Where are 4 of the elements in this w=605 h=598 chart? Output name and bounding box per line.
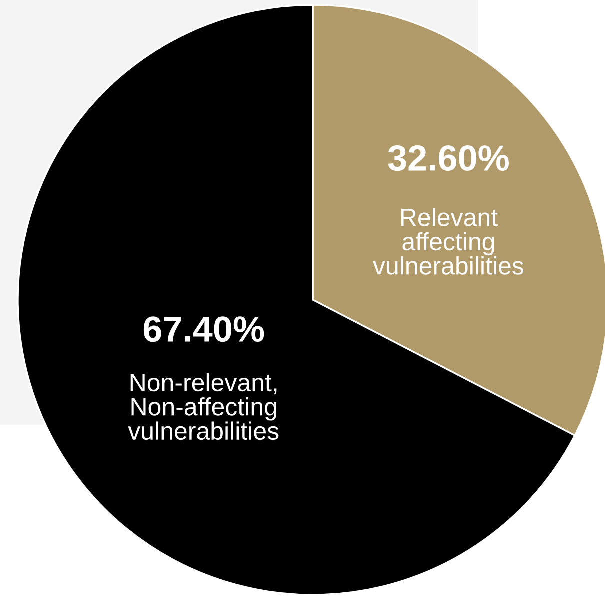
data-label: 67.40% [144, 316, 264, 342]
slice-label: Non-relevant, Non-affecting vulnerabilities [128, 373, 279, 440]
slice-label: Relevant affecting vulnerabilities [373, 208, 524, 275]
data-label: 32.60% [388, 145, 509, 172]
